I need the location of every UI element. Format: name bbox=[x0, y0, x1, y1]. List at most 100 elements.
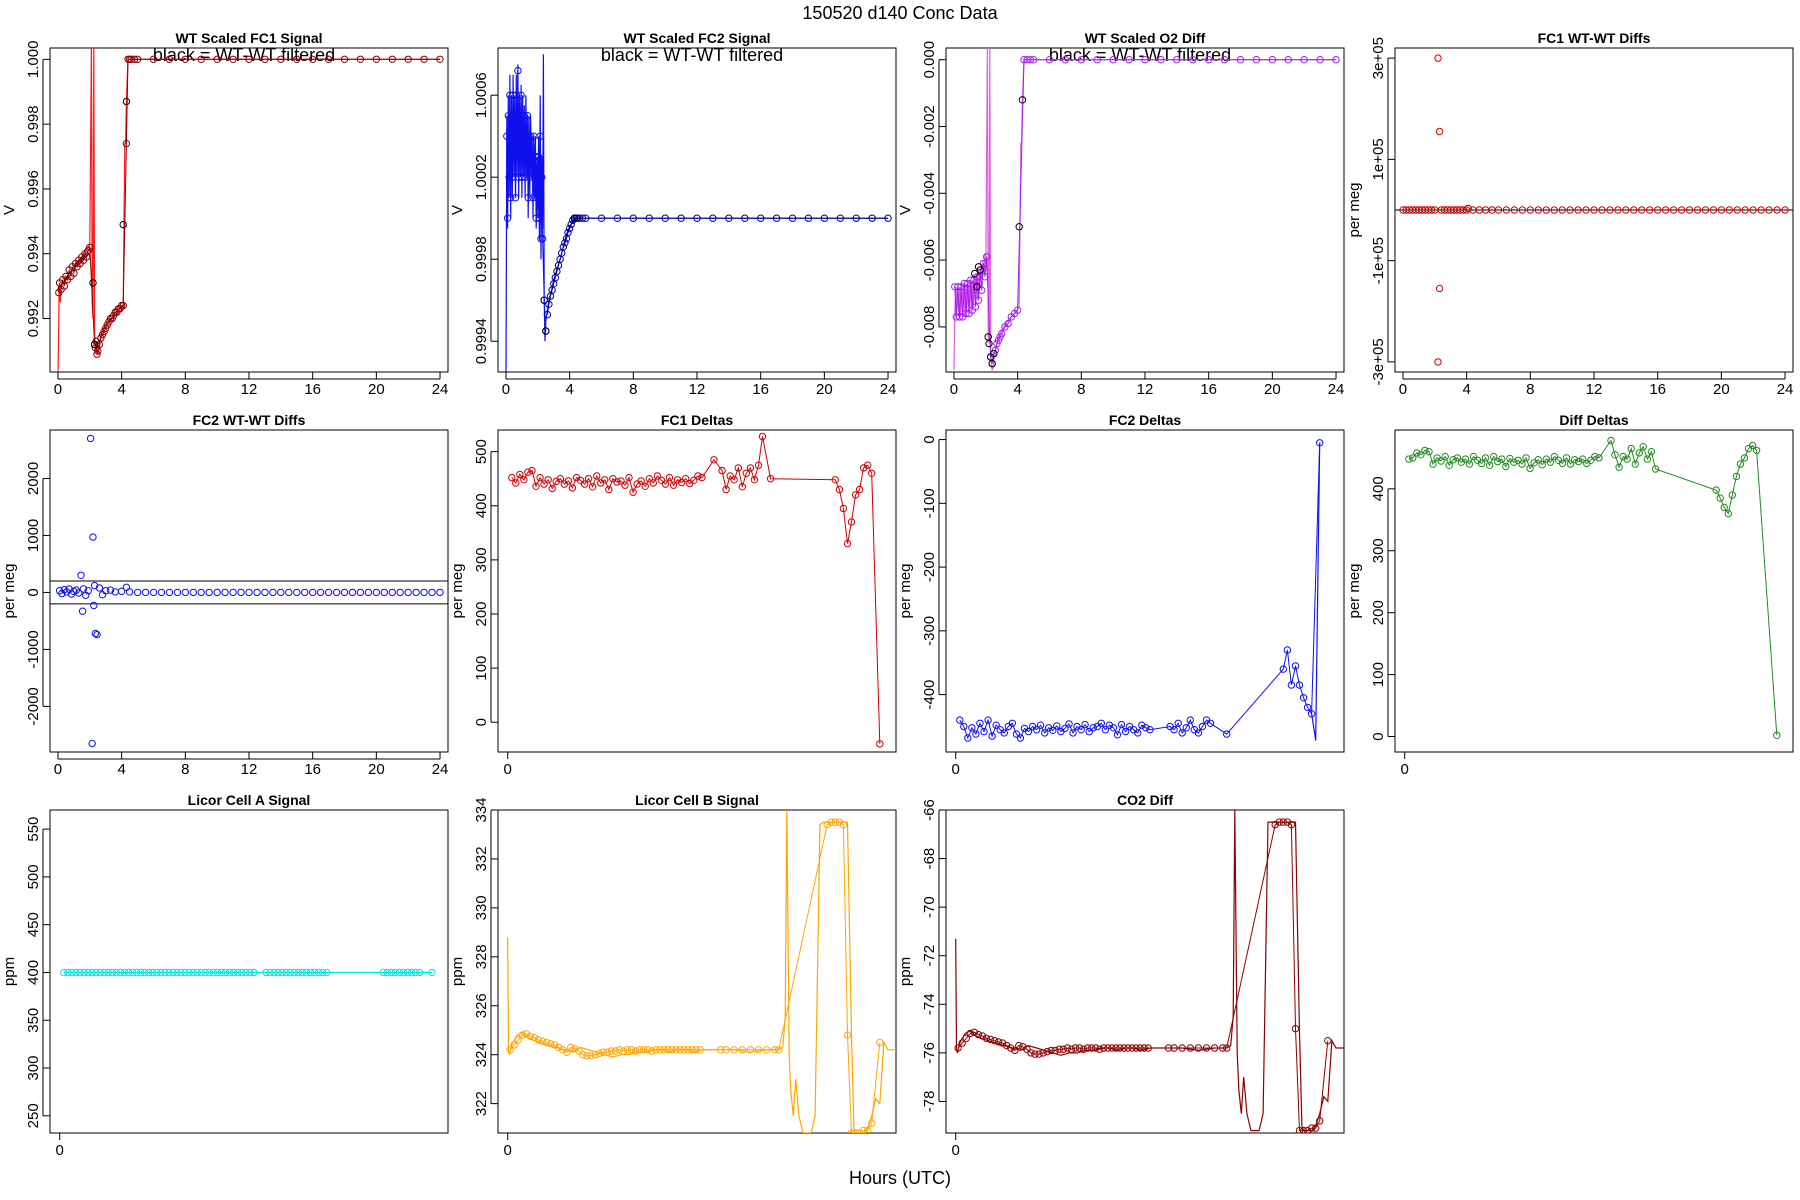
data-point bbox=[522, 132, 530, 140]
x-tick-label: 0 bbox=[1399, 381, 1407, 398]
data-point bbox=[89, 533, 97, 541]
panel-title: FC1 WT-WT Diffs bbox=[1538, 30, 1651, 46]
y-tick-label: 450 bbox=[25, 912, 42, 937]
data-point bbox=[1465, 460, 1474, 468]
data-point bbox=[1481, 454, 1490, 462]
data-point bbox=[1429, 460, 1437, 468]
data-point bbox=[968, 724, 976, 732]
y-tick-label: -1000 bbox=[25, 630, 42, 668]
data-point bbox=[1128, 1044, 1136, 1052]
plot-area bbox=[50, 434, 448, 748]
x-tick-label: 20 bbox=[1264, 381, 1281, 398]
data-point bbox=[1125, 56, 1133, 64]
data-point bbox=[380, 588, 388, 597]
data-point bbox=[1685, 206, 1694, 214]
y-tick-label: -3e+05 bbox=[1370, 338, 1387, 385]
data-point bbox=[684, 1046, 692, 1054]
data-point bbox=[980, 727, 988, 736]
data-point bbox=[556, 475, 564, 483]
y-tick-label: 400 bbox=[1370, 476, 1387, 501]
data-point bbox=[1717, 206, 1726, 214]
data-point bbox=[591, 1051, 599, 1059]
data-point bbox=[234, 968, 242, 977]
data-point bbox=[1041, 729, 1049, 737]
data-point bbox=[607, 1047, 615, 1055]
data-point bbox=[1510, 206, 1519, 214]
x-tick-label: 0 bbox=[56, 1142, 64, 1159]
data-point bbox=[580, 480, 589, 488]
data-point bbox=[119, 220, 127, 229]
data-point bbox=[149, 968, 157, 977]
x-tick-label: 0 bbox=[952, 761, 960, 778]
series-line bbox=[507, 810, 896, 1133]
data-point bbox=[282, 968, 290, 977]
data-point bbox=[133, 55, 142, 63]
data-point bbox=[511, 112, 519, 120]
x-tick-label: 8 bbox=[181, 381, 189, 398]
x-tick-label: 16 bbox=[304, 761, 321, 778]
data-point bbox=[181, 968, 189, 977]
data-point bbox=[309, 588, 317, 597]
panel-p5: FC2 WT-WT Diffs 0 4 8 12 16 20 24 -2000 -1000 0 100… bbox=[1, 412, 449, 778]
data-point bbox=[1631, 460, 1640, 468]
data-point bbox=[106, 586, 115, 594]
plot-area bbox=[508, 432, 884, 748]
data-point bbox=[157, 968, 165, 977]
y-axis-label: V bbox=[1, 205, 18, 215]
data-point bbox=[149, 588, 158, 597]
y-axis-label: ppm bbox=[1, 957, 18, 986]
data-point bbox=[766, 475, 775, 483]
data-point bbox=[1194, 729, 1203, 737]
panel-title: WT Scaled FC2 Signal bbox=[623, 30, 770, 46]
data-point bbox=[140, 968, 149, 977]
data-point bbox=[518, 1031, 526, 1039]
y-tick-label: 0 bbox=[1370, 732, 1387, 740]
plot-frame bbox=[497, 47, 897, 373]
data-point bbox=[1510, 458, 1518, 466]
data-point bbox=[534, 1036, 543, 1044]
data-point bbox=[827, 818, 835, 826]
y-tick-label: 400 bbox=[25, 960, 42, 985]
data-point bbox=[221, 968, 230, 977]
data-point bbox=[734, 464, 742, 472]
y-tick-label: 350 bbox=[25, 1008, 42, 1033]
data-point bbox=[538, 173, 546, 181]
data-point bbox=[998, 1039, 1007, 1047]
data-point bbox=[1182, 724, 1191, 732]
data-point bbox=[567, 220, 575, 229]
y-tick-label: 322 bbox=[473, 1091, 490, 1116]
data-point bbox=[1015, 1041, 1023, 1050]
data-point bbox=[119, 301, 127, 310]
data-point bbox=[1117, 720, 1126, 729]
data-point bbox=[229, 968, 238, 977]
data-point bbox=[428, 968, 436, 977]
data-point bbox=[278, 968, 286, 977]
data-point bbox=[515, 112, 524, 120]
data-point bbox=[104, 968, 112, 977]
y-tick-label: 0 bbox=[473, 718, 490, 726]
data-point bbox=[1435, 284, 1444, 293]
data-point bbox=[864, 1126, 872, 1133]
data-point bbox=[960, 279, 968, 288]
data-point bbox=[1765, 206, 1773, 214]
data-point bbox=[660, 1046, 668, 1054]
data-point bbox=[599, 1048, 607, 1056]
data-point bbox=[1485, 461, 1494, 469]
x-tick-label: 12 bbox=[689, 381, 706, 398]
data-point bbox=[213, 968, 222, 977]
x-tick-label: 12 bbox=[1586, 381, 1603, 398]
data-point bbox=[788, 214, 797, 222]
data-point bbox=[1157, 56, 1165, 64]
data-point bbox=[619, 1047, 628, 1055]
data-point bbox=[672, 1046, 680, 1054]
data-point bbox=[579, 1051, 587, 1059]
data-point bbox=[754, 1046, 763, 1054]
data-point bbox=[835, 485, 844, 494]
data-point bbox=[96, 968, 104, 977]
data-point bbox=[122, 583, 131, 591]
data-point bbox=[559, 1046, 567, 1054]
data-point bbox=[668, 1046, 676, 1054]
y-tick-label: 328 bbox=[473, 944, 490, 969]
x-tick-label: 0 bbox=[504, 1142, 512, 1159]
data-point bbox=[1164, 1044, 1173, 1052]
